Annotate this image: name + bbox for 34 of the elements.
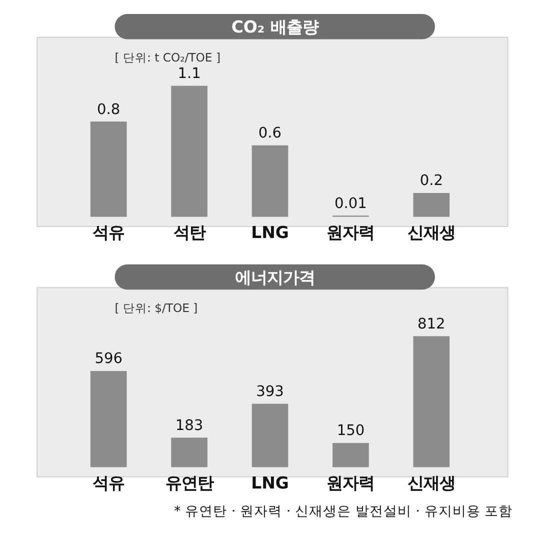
data-label: 596 xyxy=(94,350,122,368)
text: * 유연탄 · 원자력 · 신재생은 발전설비 · 유지비용 포함 xyxy=(174,504,513,520)
bar xyxy=(90,371,127,468)
chart-title: CO₂ 배출량 xyxy=(231,17,318,36)
chart-subtitle: [ 단위: $/TOE ] xyxy=(114,300,198,315)
x-tick-label: LNG xyxy=(251,223,289,242)
chart-subtitle: [ 단위: t CO₂/TOE ] xyxy=(114,50,221,65)
bar xyxy=(171,86,208,217)
bar xyxy=(171,438,208,468)
data-label: 0.01 xyxy=(334,194,367,212)
x-tick-label: 원자력 xyxy=(326,474,375,493)
x-tick-label: 신재생 xyxy=(407,474,456,493)
x-tick-label: LNG xyxy=(251,474,289,493)
data-label: 812 xyxy=(418,315,446,332)
x-tick-label: 석유 xyxy=(92,474,125,493)
bar xyxy=(413,336,450,468)
data-label: 183 xyxy=(175,416,204,434)
data-label: 393 xyxy=(256,382,284,400)
x-tick-label: 원자력 xyxy=(326,223,375,242)
chart-title: 에너지가격 xyxy=(234,268,315,287)
bar xyxy=(90,122,127,217)
x-tick-label: 신재생 xyxy=(407,223,456,242)
data-label: 150 xyxy=(336,422,365,440)
bar xyxy=(252,404,288,468)
data-label: 0.8 xyxy=(97,100,120,118)
data-label: 0.2 xyxy=(420,172,443,190)
x-tick-label: 석탄 xyxy=(173,223,206,242)
x-tick-label: 유연탄 xyxy=(165,474,214,493)
bar xyxy=(413,192,450,217)
bar xyxy=(252,145,288,217)
data-label: 1.1 xyxy=(178,65,201,82)
bar xyxy=(332,442,369,468)
data-label: 0.6 xyxy=(258,124,282,142)
x-tick-label: 석유 xyxy=(92,223,125,242)
